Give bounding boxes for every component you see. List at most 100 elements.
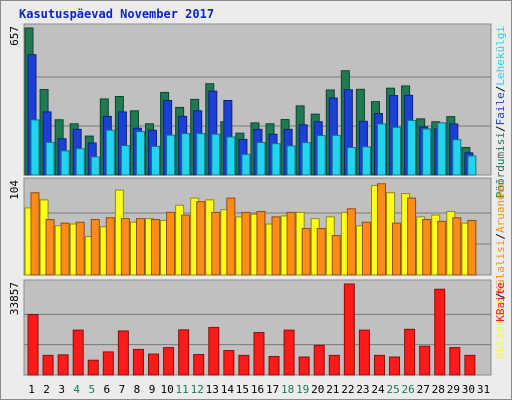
bar-bottom-kbaite (464, 354, 476, 376)
bar-middle-külalisi (392, 222, 402, 276)
legend-separator: / (494, 233, 507, 240)
bar-top-lehekülgi (316, 135, 326, 176)
bar-bottom-kbaite (313, 344, 325, 376)
bar-bottom-kbaite (419, 345, 431, 376)
bar-bottom-kbaite (253, 332, 265, 376)
x-tick-label: 29 (447, 383, 460, 396)
bar-middle-külalisi (361, 221, 371, 276)
bar-top-lehekülgi (60, 150, 70, 176)
bar-middle-külalisi (256, 211, 266, 276)
x-tick-label: 8 (134, 383, 141, 396)
bar-middle-külalisi (30, 192, 40, 276)
bar-top-lehekülgi (361, 146, 371, 176)
bar-top-lehekülgi (346, 146, 356, 176)
bar-bottom-kbaite (178, 329, 190, 376)
legend-item: Faile (494, 92, 507, 125)
chart-title: Kasutuspäevad November 2017 (19, 7, 215, 21)
bar-top-lehekülgi (286, 145, 296, 176)
bar-bottom-kbaite (102, 351, 114, 376)
bar-middle-külalisi (166, 211, 176, 276)
bar-middle-külalisi (241, 211, 251, 276)
bar-bottom-kbaite (87, 359, 99, 376)
x-tick-label: 17 (266, 383, 279, 396)
bar-top-lehekülgi (422, 128, 432, 176)
bar-top-lehekülgi (271, 143, 281, 176)
bar-top-lehekülgi (166, 134, 176, 176)
x-tick-label: 11 (176, 383, 189, 396)
bar-top-lehekülgi (331, 134, 341, 176)
bar-bottom-kbaite (238, 354, 250, 376)
bar-bottom-kbaite (132, 348, 144, 376)
bar-bottom-kbaite (328, 354, 340, 376)
bar-middle-külalisi (75, 221, 85, 276)
bar-top-lehekülgi (376, 123, 386, 176)
bar-top-lehekülgi (301, 142, 311, 176)
bar-top-lehekülgi (75, 148, 85, 176)
bar-middle-külalisi (226, 197, 236, 276)
y-max-label: 657 (8, 26, 21, 46)
bar-middle-külalisi (90, 219, 100, 276)
legend-item: Külalisi (494, 240, 507, 293)
x-tick-label: 9 (149, 383, 156, 396)
bar-middle-külalisi (437, 220, 447, 276)
x-tick-label: 19 (296, 383, 309, 396)
bar-middle-külalisi (376, 183, 386, 276)
y-max-label: 33857 (8, 282, 21, 315)
bar-middle-külalisi (331, 235, 341, 276)
legend-item: Pöördumisi (494, 132, 507, 198)
bar-middle-külalisi (151, 219, 161, 276)
legend-top: Pöördumisi/Faile/Lehekülgi (494, 26, 507, 198)
bar-middle-külalisi (211, 211, 221, 276)
x-tick-label: 3 (58, 383, 65, 396)
bar-bottom-kbaite (449, 347, 461, 376)
bar-middle-külalisi (467, 219, 477, 276)
legend-separator: / (494, 125, 507, 132)
x-tick-label: 16 (251, 383, 264, 396)
bar-bottom-kbaite (268, 355, 280, 376)
legend-item: Külastusi (494, 299, 507, 359)
bar-top-lehekülgi (256, 142, 266, 176)
bar-top-lehekülgi (452, 139, 462, 176)
bar-bottom-kbaite (373, 354, 385, 376)
x-tick-label: 13 (206, 383, 219, 396)
y-max-label: 104 (8, 180, 21, 200)
bar-middle-külalisi (271, 216, 281, 276)
bar-bottom-kbaite (42, 354, 54, 376)
x-tick-label: 20 (311, 383, 324, 396)
bar-top-lehekülgi (392, 126, 402, 176)
bar-middle-külalisi (286, 211, 296, 276)
x-tick-label: 23 (356, 383, 369, 396)
x-tick-label: 30 (462, 383, 475, 396)
bar-bottom-kbaite (148, 353, 160, 376)
x-tick-label: 25 (386, 383, 399, 396)
x-tick-label: 27 (417, 383, 430, 396)
panel-bottom: 33857 KBaite (8, 279, 507, 376)
bar-bottom-kbaite (117, 330, 129, 376)
bar-bottom-kbaite (193, 354, 205, 376)
bar-top-lehekülgi (196, 133, 206, 176)
legend-separator: / (494, 86, 507, 93)
bar-middle-külalisi (346, 208, 356, 276)
x-tick-label: 31 (477, 383, 490, 396)
x-tick-label: 21 (326, 383, 339, 396)
bar-middle-külalisi (135, 218, 145, 276)
legend-item: Aruanded (494, 180, 507, 233)
x-tick-label: 14 (221, 383, 235, 396)
bar-bottom-kbaite (298, 356, 310, 376)
x-tick-label: 5 (88, 383, 95, 396)
bar-bottom-kbaite (283, 329, 295, 376)
bar-bottom-kbaite (343, 283, 355, 376)
bar-middle-külalisi (181, 214, 191, 276)
bar-middle-külalisi (452, 217, 462, 276)
bar-top-lehekülgi (90, 156, 100, 176)
bar-top-lehekülgi (135, 131, 145, 176)
bar-top-lehekülgi (226, 136, 236, 176)
x-tick-label: 4 (73, 383, 80, 396)
bar-middle-külalisi (60, 222, 70, 276)
x-tick-label: 7 (119, 383, 126, 396)
bar-bottom-kbaite (358, 329, 370, 376)
legend-separator: / (494, 293, 507, 300)
bar-top-lehekülgi (241, 153, 251, 176)
